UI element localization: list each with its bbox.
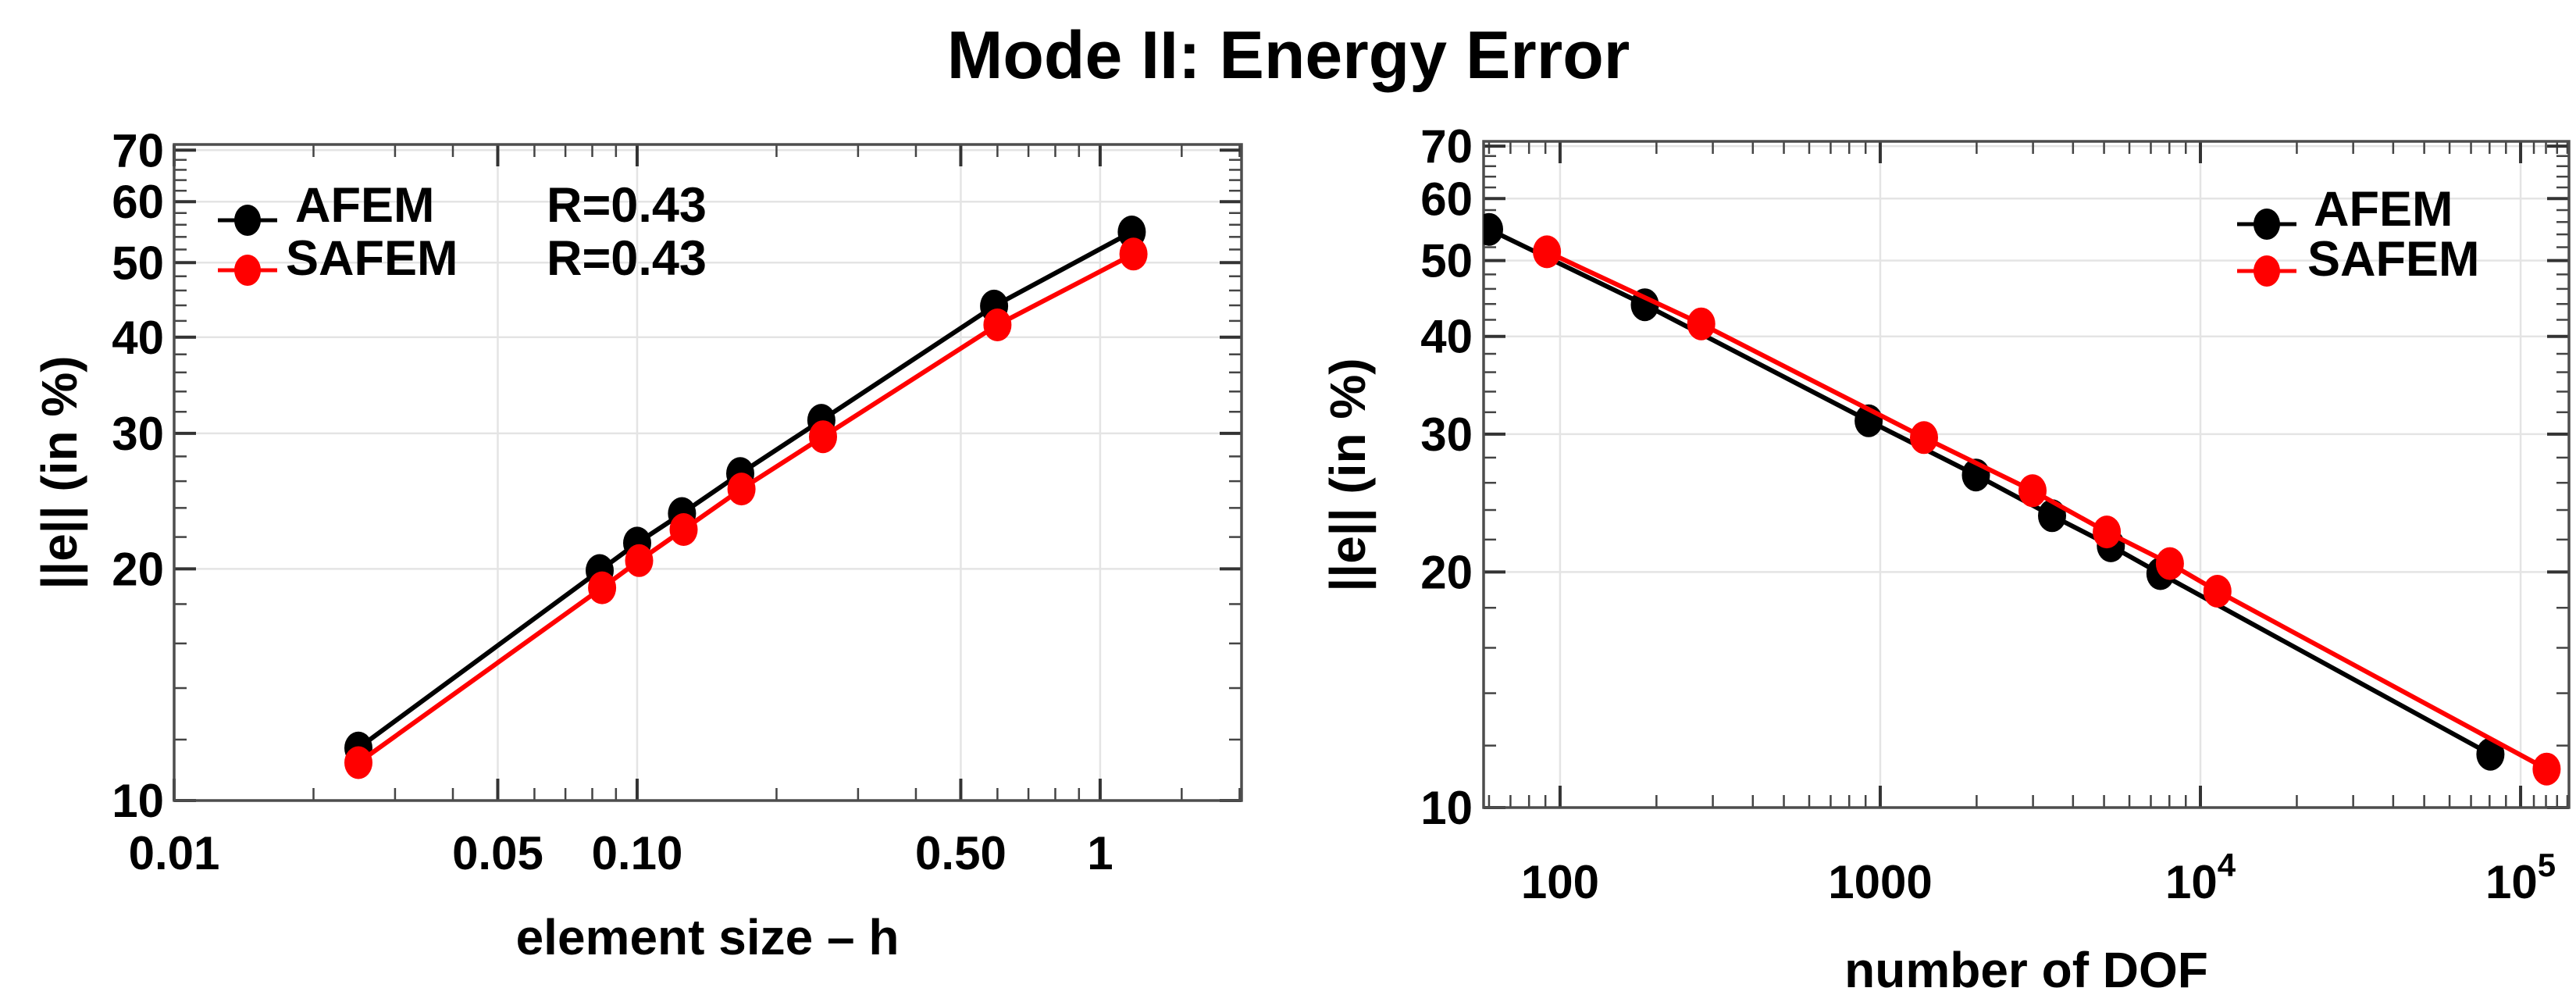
legend-marker-afem <box>2254 209 2280 240</box>
legend-annotation-afem: R=0.43 <box>547 178 707 233</box>
legend: AFEM R=0.43 SAFEM R=0.43 <box>218 178 707 286</box>
data-point-marker <box>983 308 1012 341</box>
data-point-marker <box>809 420 837 454</box>
gridlines <box>1484 141 2569 808</box>
y-tick-label: 30 <box>112 408 164 460</box>
plot-frame <box>1482 140 2571 809</box>
data-point-marker <box>669 513 698 546</box>
legend: AFEM SAFEM <box>2237 182 2480 287</box>
data-point-marker <box>2093 515 2122 549</box>
x-axis-title: element size – h <box>516 909 900 965</box>
y-tick-label: 30 <box>1420 408 1473 461</box>
x-tick-label: 100 <box>1521 856 1599 908</box>
x-tick-label: 105 <box>2485 847 2556 908</box>
y-axis-title: ||e|| (in %) <box>31 355 88 589</box>
y-tick-label: 20 <box>112 543 164 595</box>
legend-label-safem: SAFEM <box>2307 232 2480 287</box>
data-point-marker <box>1910 421 1938 455</box>
y-tick-label: 50 <box>1420 235 1473 287</box>
x-tick-label: 1 <box>1087 827 1113 879</box>
x-tick-label: 1000 <box>1828 856 1932 908</box>
plot-frame <box>173 143 1243 802</box>
data-point-marker <box>1119 237 1148 271</box>
x-axis-title: number of DOF <box>1844 942 2208 995</box>
y-tick-label: 70 <box>1420 120 1473 173</box>
legend-label-afem: AFEM <box>295 178 434 233</box>
x-tick-label: 104 <box>2165 847 2236 908</box>
y-tick-label: 20 <box>1420 546 1473 598</box>
data-point-marker <box>2155 547 2184 580</box>
legend-marker-afem <box>234 205 261 236</box>
y-tick-label: 70 <box>112 124 164 177</box>
x-tick-label: 0.10 <box>592 827 683 879</box>
y-tick-label: 40 <box>112 312 164 364</box>
series-line <box>357 251 1135 765</box>
data-point-marker <box>2532 752 2561 786</box>
y-axis-title: ||e|| (in %) <box>1320 358 1377 591</box>
y-tick-label: 60 <box>112 176 164 228</box>
y-tick-label: 40 <box>1420 311 1473 363</box>
data-series <box>344 216 1148 779</box>
data-point-marker <box>344 746 372 779</box>
data-point-marker <box>625 544 654 577</box>
y-tick-label: 10 <box>1420 782 1473 834</box>
x-tick-exponent: 4 <box>2218 847 2236 883</box>
data-series <box>1484 212 2561 786</box>
y-tick-label: 50 <box>112 237 164 289</box>
x-tick-label: 0.05 <box>452 827 543 879</box>
x-tick-label: 0.01 <box>129 827 220 879</box>
figure-title: Mode II: Energy Error <box>947 18 1630 93</box>
data-point-marker <box>1533 235 1562 269</box>
data-point-marker <box>1687 307 1716 341</box>
gridlines <box>174 144 1242 801</box>
data-point-marker <box>588 571 617 604</box>
legend-marker-safem <box>234 255 261 286</box>
data-point-marker <box>2018 474 2047 508</box>
legend-label-afem: AFEM <box>2314 182 2453 237</box>
legend-marker-safem <box>2254 255 2280 287</box>
data-point-marker <box>727 473 756 506</box>
data-point-marker <box>2476 737 2505 771</box>
y-tick-label: 60 <box>1420 173 1473 225</box>
legend-label-safem: SAFEM <box>286 231 458 286</box>
data-point-marker <box>1484 212 1503 246</box>
x-tick-exponent: 5 <box>2538 847 2556 883</box>
series-safem <box>344 237 1148 779</box>
legend-annotation-safem: R=0.43 <box>547 231 707 286</box>
series-afem <box>1484 212 2505 771</box>
data-point-marker <box>2203 575 2232 608</box>
x-tick-label: 0.50 <box>915 827 1007 879</box>
y-tick-label: 10 <box>112 775 164 827</box>
series-safem <box>1533 235 2561 786</box>
